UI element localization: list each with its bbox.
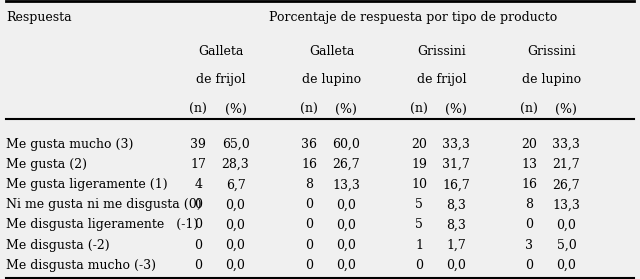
Text: 10: 10 bbox=[412, 178, 428, 191]
Text: 13,3: 13,3 bbox=[332, 178, 360, 191]
Text: 0: 0 bbox=[525, 259, 533, 272]
Text: (n): (n) bbox=[410, 103, 428, 116]
Text: 33,3: 33,3 bbox=[552, 138, 580, 151]
Text: Ni me gusta ni me disgusta (0): Ni me gusta ni me disgusta (0) bbox=[6, 198, 202, 211]
Text: 0,0: 0,0 bbox=[446, 259, 467, 272]
Text: 60,0: 60,0 bbox=[332, 138, 360, 151]
Text: 8: 8 bbox=[525, 198, 533, 211]
Text: 1,7: 1,7 bbox=[447, 239, 466, 252]
Text: 0: 0 bbox=[195, 218, 202, 232]
Text: 0,0: 0,0 bbox=[336, 239, 356, 252]
Text: 26,7: 26,7 bbox=[552, 178, 580, 191]
Text: 0,0: 0,0 bbox=[336, 198, 356, 211]
Text: 0,0: 0,0 bbox=[336, 259, 356, 272]
Text: 3: 3 bbox=[525, 239, 533, 252]
Text: 0,0: 0,0 bbox=[225, 198, 246, 211]
Text: 0,0: 0,0 bbox=[336, 218, 356, 232]
Text: 16: 16 bbox=[301, 158, 317, 171]
Text: de frijol: de frijol bbox=[196, 73, 246, 86]
Text: (%): (%) bbox=[225, 103, 246, 116]
Text: 0,0: 0,0 bbox=[225, 239, 246, 252]
Text: (%): (%) bbox=[445, 103, 467, 116]
Text: de frijol: de frijol bbox=[417, 73, 467, 86]
Text: 4: 4 bbox=[195, 178, 202, 191]
Text: 0: 0 bbox=[195, 198, 202, 211]
Text: Galleta: Galleta bbox=[198, 45, 243, 58]
Text: 0,0: 0,0 bbox=[556, 218, 577, 232]
Text: 13,3: 13,3 bbox=[552, 198, 580, 211]
Text: (%): (%) bbox=[335, 103, 357, 116]
Text: 33,3: 33,3 bbox=[442, 138, 470, 151]
Text: 0: 0 bbox=[525, 218, 533, 232]
Text: Porcentaje de respuesta por tipo de producto: Porcentaje de respuesta por tipo de prod… bbox=[269, 11, 557, 24]
Text: Me gusta ligeramente (1): Me gusta ligeramente (1) bbox=[6, 178, 168, 191]
Text: 0,0: 0,0 bbox=[225, 218, 246, 232]
Text: 17: 17 bbox=[191, 158, 206, 171]
Text: de lupino: de lupino bbox=[522, 73, 581, 86]
Text: 5: 5 bbox=[415, 218, 423, 232]
Text: 0: 0 bbox=[305, 259, 313, 272]
Text: Respuesta: Respuesta bbox=[6, 11, 72, 24]
Text: 0: 0 bbox=[415, 259, 423, 272]
Text: 5: 5 bbox=[415, 198, 423, 211]
Text: 8,3: 8,3 bbox=[446, 218, 467, 232]
Text: (n): (n) bbox=[300, 103, 318, 116]
Text: 16: 16 bbox=[521, 178, 538, 191]
Text: 13: 13 bbox=[521, 158, 538, 171]
Text: Grissini: Grissini bbox=[527, 45, 576, 58]
Text: Galleta: Galleta bbox=[309, 45, 354, 58]
Text: 39: 39 bbox=[191, 138, 206, 151]
Text: 16,7: 16,7 bbox=[442, 178, 470, 191]
Text: 19: 19 bbox=[412, 158, 427, 171]
Text: (n): (n) bbox=[189, 103, 207, 116]
Text: 0: 0 bbox=[195, 239, 202, 252]
Text: 21,7: 21,7 bbox=[552, 158, 580, 171]
Text: 0: 0 bbox=[195, 259, 202, 272]
Text: de lupino: de lupino bbox=[302, 73, 361, 86]
Text: 0,0: 0,0 bbox=[556, 259, 577, 272]
Text: Grissini: Grissini bbox=[417, 45, 466, 58]
Text: 8,3: 8,3 bbox=[446, 198, 467, 211]
Text: 36: 36 bbox=[301, 138, 317, 151]
Text: (%): (%) bbox=[556, 103, 577, 116]
Text: 28,3: 28,3 bbox=[221, 158, 250, 171]
Text: 1: 1 bbox=[415, 239, 423, 252]
Text: 5,0: 5,0 bbox=[557, 239, 576, 252]
Text: 8: 8 bbox=[305, 178, 313, 191]
Text: 65,0: 65,0 bbox=[221, 138, 250, 151]
Text: 0,0: 0,0 bbox=[225, 259, 246, 272]
Text: 20: 20 bbox=[412, 138, 427, 151]
Text: 6,7: 6,7 bbox=[226, 178, 245, 191]
Text: Me disgusta mucho (-3): Me disgusta mucho (-3) bbox=[6, 259, 156, 272]
Text: Me disgusta ligeramente   (-1): Me disgusta ligeramente (-1) bbox=[6, 218, 198, 232]
Text: 31,7: 31,7 bbox=[442, 158, 470, 171]
Text: Me gusta (2): Me gusta (2) bbox=[6, 158, 88, 171]
Text: (n): (n) bbox=[520, 103, 538, 116]
Text: 0: 0 bbox=[305, 218, 313, 232]
Text: 0: 0 bbox=[305, 198, 313, 211]
Text: 0: 0 bbox=[305, 239, 313, 252]
Text: Me gusta mucho (3): Me gusta mucho (3) bbox=[6, 138, 134, 151]
Text: 26,7: 26,7 bbox=[332, 158, 360, 171]
Text: 20: 20 bbox=[522, 138, 537, 151]
Text: Me disgusta (-2): Me disgusta (-2) bbox=[6, 239, 110, 252]
